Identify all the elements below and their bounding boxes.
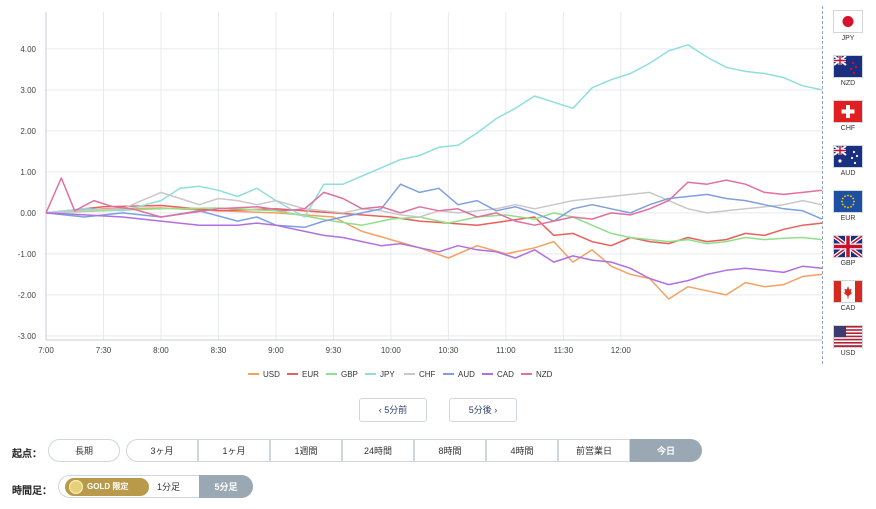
currency-item-jpy[interactable]: JPY	[833, 10, 863, 42]
currency-label-gbp: GBP	[840, 260, 856, 267]
timeframe-label: 時間足：	[12, 486, 52, 497]
canada-flag-icon	[833, 280, 863, 303]
start-point-option[interactable]: 8時間	[414, 439, 486, 462]
gold-badge-label: GOLD 限定	[87, 482, 129, 491]
x-tick-label: 9:00	[268, 346, 284, 355]
legend-label-nzd: NZD	[536, 370, 553, 379]
currency-label-usd: USD	[840, 350, 856, 357]
x-tick-label: 11:00	[496, 346, 516, 355]
currency-item-usd[interactable]: USD	[833, 325, 863, 357]
gold-limited-badge: GOLD 限定	[65, 478, 149, 496]
currency-label-jpy: JPY	[841, 35, 855, 42]
chart-grid	[45, 12, 822, 340]
prev-5min-button[interactable]: ‹ 5分前	[359, 398, 427, 422]
start-point-option[interactable]: 3ヶ月	[126, 439, 198, 462]
y-tick-label: -2.00	[18, 291, 37, 300]
legend-label-gbp: GBP	[341, 370, 358, 379]
start-point-label: 起点：	[12, 449, 42, 460]
currency-label-chf: CHF	[840, 125, 856, 132]
chart: 7:00 7:30 8:00 8:30 9:00 9:30 10:00 10:30 11:00 1…	[18, 12, 823, 379]
currency-label-nzd: NZD	[840, 80, 856, 87]
x-tick-label: 8:00	[153, 346, 169, 355]
series-line-usd	[45, 207, 823, 300]
currency-item-gbp[interactable]: GBP	[833, 235, 863, 267]
currency-flag-panel: JPY NZD CHF AUD EUR GBP CAD USD	[822, 6, 863, 364]
chart-legend: USD EUR GBP JPY CHF AUD CAD NZD	[248, 370, 553, 379]
australia-flag-icon	[833, 145, 863, 168]
y-tick-label: 1.00	[20, 168, 36, 177]
y-tick-label: 4.00	[20, 45, 36, 54]
x-tick-label: 11:30	[554, 346, 574, 355]
x-tick-label: 7:00	[38, 346, 54, 355]
gold-coin-icon	[69, 480, 83, 494]
chart-axes: 7:00 7:30 8:00 8:30 9:00 9:30 10:00 10:30 11:00 1…	[18, 12, 822, 355]
legend-label-eur: EUR	[302, 370, 319, 379]
switzerland-flag-icon	[833, 100, 863, 123]
new-zealand-flag-icon	[833, 55, 863, 78]
japan-flag-icon	[833, 10, 863, 33]
series-line-aud	[45, 183, 823, 229]
x-tick-label: 12:00	[611, 346, 632, 355]
currency-item-nzd[interactable]: NZD	[833, 55, 863, 87]
timeframe-option-5min[interactable]: 5分足	[199, 475, 253, 498]
y-tick-label: -3.00	[18, 332, 37, 341]
start-point-option[interactable]: 24時間	[342, 439, 414, 462]
next-5min-button[interactable]: 5分後 ›	[449, 398, 517, 422]
currency-item-cad[interactable]: CAD	[833, 280, 863, 312]
y-tick-label: -1.00	[18, 250, 37, 259]
currency-label-cad: CAD	[840, 305, 856, 312]
x-tick-label: 10:30	[438, 346, 459, 355]
x-tick-label: 10:00	[381, 346, 402, 355]
start-point-option[interactable]: 1ヶ月	[198, 439, 270, 462]
series-line-chf	[45, 191, 823, 218]
y-tick-label: 0.00	[20, 209, 36, 218]
legend-label-jpy: JPY	[380, 370, 395, 379]
start-point-option[interactable]: 長期	[48, 439, 120, 462]
legend-label-aud: AUD	[458, 370, 475, 379]
usa-flag-icon	[833, 325, 863, 348]
series-line-cad	[45, 212, 823, 286]
y-tick-label: 2.00	[20, 127, 36, 136]
legend-label-usd: USD	[263, 370, 280, 379]
currency-item-aud[interactable]: AUD	[833, 145, 863, 177]
start-point-option[interactable]: 1週間	[270, 439, 342, 462]
start-point-option[interactable]: 今日	[630, 439, 702, 462]
x-tick-label: 7:30	[96, 346, 112, 355]
start-point-option[interactable]: 4時間	[486, 439, 558, 462]
chart-series	[45, 44, 823, 300]
start-point-option[interactable]: 前営業日	[558, 439, 630, 462]
uk-flag-icon	[833, 235, 863, 258]
series-line-nzd	[45, 177, 823, 226]
currency-label-aud: AUD	[840, 170, 856, 177]
x-tick-label: 9:30	[326, 346, 342, 355]
legend-label-chf: CHF	[419, 370, 436, 379]
currency-label-eur: EUR	[840, 215, 856, 222]
currency-item-eur[interactable]: EUR	[833, 190, 863, 222]
x-tick-label: 8:30	[211, 346, 227, 355]
y-tick-label: 3.00	[20, 86, 36, 95]
timeframe-option-1min-label: 1分足	[157, 482, 181, 492]
series-line-eur	[45, 204, 823, 247]
currency-item-chf[interactable]: CHF	[833, 100, 863, 132]
series-line-jpy	[45, 44, 823, 218]
eu-flag-icon	[833, 190, 863, 213]
legend-label-cad: CAD	[497, 370, 514, 379]
